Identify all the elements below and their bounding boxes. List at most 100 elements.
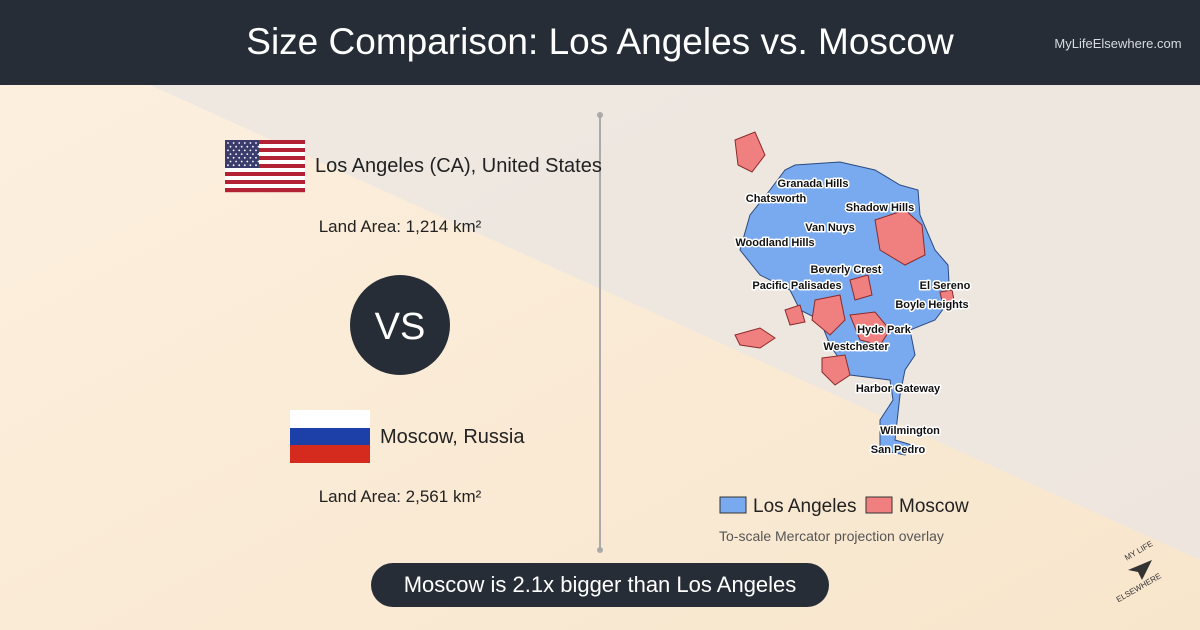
flag-stripe xyxy=(225,148,305,153)
land-area: Land Area: 1,214 km² xyxy=(319,217,482,236)
map-label: Hyde Park xyxy=(857,324,912,336)
flag-star xyxy=(232,149,235,152)
flag-star xyxy=(246,153,249,156)
moscow-patch xyxy=(874,209,926,266)
moscow-patch xyxy=(939,289,956,307)
flag-star xyxy=(232,156,235,159)
flag-star xyxy=(249,142,252,144)
flag-star xyxy=(243,156,246,159)
map-label: Westchester xyxy=(823,341,889,353)
flag-star xyxy=(249,156,252,159)
flag-star xyxy=(232,164,235,167)
flag-star xyxy=(249,149,252,152)
flag-stripe xyxy=(290,445,370,463)
flag-star xyxy=(257,145,260,148)
flag-star xyxy=(243,149,246,152)
moscow-patch xyxy=(849,274,873,301)
flag-star xyxy=(246,145,249,148)
map: Granada Hills Chatsworth Shadow Hills Van N… xyxy=(734,131,972,458)
flag-star xyxy=(235,160,238,163)
map-label: San Pedro xyxy=(871,444,926,456)
moscow-patch xyxy=(734,131,766,173)
flag-star xyxy=(252,160,254,163)
flag-star xyxy=(255,164,257,167)
map-label: Wilmington xyxy=(880,425,940,437)
map-label: Pacific Palisades xyxy=(752,280,841,292)
flag-star xyxy=(227,164,229,167)
map-label: Beverly Crest xyxy=(811,264,882,276)
conclusion: Moscow is 2.1x bigger than Los Angeles xyxy=(404,572,797,597)
moscow-patch xyxy=(784,304,806,326)
map-label: Woodland Hills xyxy=(735,237,814,249)
moscow-patch xyxy=(811,294,846,336)
header-bar xyxy=(0,0,1200,85)
flag-stripe xyxy=(290,410,370,428)
flag-star xyxy=(227,142,229,144)
vs-text: VS xyxy=(375,306,426,348)
city-name: Moscow, Russia xyxy=(380,426,525,448)
map-label: Boyle Heights xyxy=(895,299,968,311)
moscow-patch xyxy=(821,354,851,386)
flag-star xyxy=(252,153,254,156)
flag-stripe xyxy=(225,168,305,173)
map-label: Granada Hills xyxy=(778,178,849,190)
flag-star xyxy=(243,142,246,144)
vs-circle xyxy=(350,275,450,375)
legend-entry: Los Angeles xyxy=(753,496,857,517)
flag-star xyxy=(255,149,257,152)
us-flag xyxy=(225,140,305,193)
flag-star xyxy=(240,160,243,163)
flag-stripe xyxy=(225,152,305,157)
divider-dot xyxy=(597,112,603,118)
flag-star xyxy=(238,156,241,159)
flag-stripe xyxy=(225,164,305,169)
flag-stripe xyxy=(225,184,305,189)
flag-star xyxy=(227,149,229,152)
flag-star xyxy=(238,149,241,152)
map-label: Chatsworth xyxy=(746,193,807,205)
conclusion-pill xyxy=(371,563,829,607)
flag-star xyxy=(240,153,243,156)
logo-plane xyxy=(1128,560,1152,580)
legend-entry: Moscow xyxy=(899,496,969,517)
flag-star xyxy=(255,142,257,144)
flag-star xyxy=(229,145,232,148)
land-area: Land Area: 2,561 km² xyxy=(319,487,482,506)
flag-star xyxy=(227,156,229,159)
flag-star xyxy=(232,142,235,144)
flag-star xyxy=(229,153,232,156)
city-name: Los Angeles (CA), United States xyxy=(315,155,602,177)
flag-star xyxy=(249,164,252,167)
flag-star xyxy=(235,153,238,156)
flag-stripe xyxy=(225,160,305,165)
flag-star xyxy=(235,145,238,148)
flag-star xyxy=(240,145,243,148)
diagonal-band xyxy=(150,85,1200,560)
map-label: Van Nuys xyxy=(805,222,855,234)
flag-star xyxy=(229,160,232,163)
moscow-patch xyxy=(734,327,776,349)
flag-stripe xyxy=(225,188,305,193)
flag-star xyxy=(243,164,246,167)
moscow-patch xyxy=(849,311,891,346)
russia-flag xyxy=(290,410,370,463)
flag-star xyxy=(252,145,254,148)
flag-stripe xyxy=(225,180,305,185)
flag-stripe xyxy=(225,156,305,161)
legend-swatch xyxy=(719,496,747,514)
flag-star xyxy=(238,142,241,144)
flag-stripe xyxy=(225,172,305,177)
map-labels: Granada Hills Chatsworth Shadow Hills Van N… xyxy=(734,177,972,458)
flag-stripe xyxy=(290,428,370,445)
moscow-shape xyxy=(734,131,956,386)
map-label: Harbor Gateway xyxy=(856,383,941,395)
map-label: Shadow Hills xyxy=(846,202,914,214)
flag-star xyxy=(255,156,257,159)
divider-dot xyxy=(597,547,603,553)
flag-star xyxy=(238,164,241,167)
title: Size Comparison: Los Angeles vs. Moscow xyxy=(246,21,954,62)
flag-stripe xyxy=(225,176,305,181)
map-label: El Sereno xyxy=(920,280,971,292)
